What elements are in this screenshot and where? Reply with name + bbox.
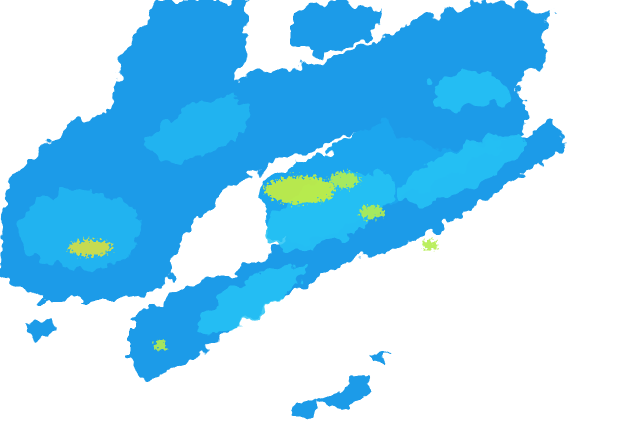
heavy-cell (360, 205, 384, 219)
cell (395, 135, 525, 205)
top-right-band (290, 0, 380, 55)
heavy-cell (422, 240, 438, 250)
small-cell (25, 318, 60, 340)
cell (20, 190, 140, 270)
precipitation-medium (20, 72, 525, 334)
heavy-cell (265, 176, 335, 204)
cell (197, 266, 303, 334)
heavy-cell (154, 340, 166, 350)
precipitation-heavy (68, 172, 438, 350)
cell (265, 169, 395, 251)
small-cell (375, 352, 388, 364)
heavy-cell (330, 172, 360, 188)
small-cell (290, 398, 320, 418)
cell (430, 72, 510, 108)
cell (149, 97, 251, 163)
heavy-cell (68, 240, 112, 256)
small-cell (315, 375, 370, 410)
